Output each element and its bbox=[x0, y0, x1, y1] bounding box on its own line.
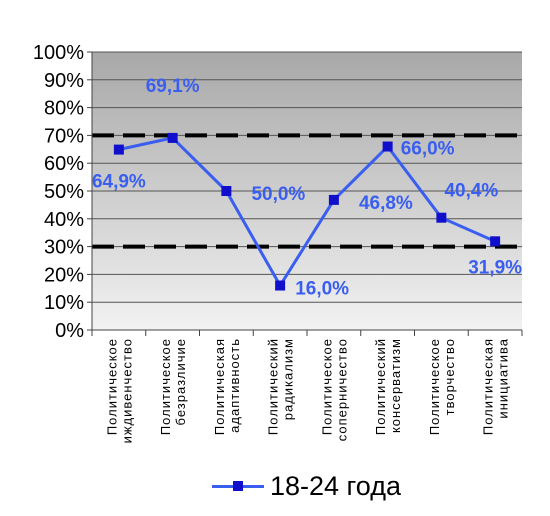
data-point bbox=[436, 212, 447, 223]
legend-label: 18-24 года bbox=[270, 470, 402, 501]
data-label: 16,0% bbox=[295, 279, 349, 300]
x-tick-label-line: иждивенчество bbox=[119, 338, 134, 443]
data-point bbox=[167, 132, 178, 143]
data-point bbox=[221, 186, 232, 196]
x-tick-label-line: безразличие bbox=[173, 338, 188, 425]
y-tick-label: 80% bbox=[44, 98, 84, 120]
y-tick-label: 0% bbox=[55, 320, 84, 342]
y-tick-label: 60% bbox=[44, 153, 84, 175]
x-tick-label-line: Политическое bbox=[427, 338, 442, 435]
x-tick-label-line: инициатива bbox=[496, 338, 511, 419]
data-point bbox=[275, 280, 286, 291]
data-point bbox=[328, 194, 339, 205]
x-tick-label-line: Политическое bbox=[104, 338, 119, 435]
data-label: 46,8% bbox=[359, 193, 413, 214]
y-tick-label: 40% bbox=[44, 209, 84, 231]
y-tick-label: 50% bbox=[44, 181, 84, 203]
x-tick-label-line: адаптивность bbox=[227, 338, 242, 433]
series-line bbox=[118, 136, 496, 288]
y-tick-label: 20% bbox=[44, 264, 84, 286]
data-point bbox=[113, 144, 124, 155]
x-tick-label-line: Политическая bbox=[212, 338, 227, 435]
x-tick-label: Политическое соперничество bbox=[319, 338, 349, 441]
data-point bbox=[490, 236, 501, 247]
y-tick-label: 30% bbox=[44, 237, 84, 259]
x-tick-label-line: соперничество bbox=[334, 338, 349, 441]
data-label: 50,0% bbox=[251, 184, 305, 205]
x-tick-label-line: Политическое bbox=[158, 338, 173, 435]
data-label: 31,9% bbox=[468, 257, 522, 278]
data-label: 64,9% bbox=[92, 172, 146, 193]
legend-line-marker-icon bbox=[212, 474, 264, 498]
x-tick-label: Политическая адаптивность bbox=[212, 338, 242, 435]
y-tick-label: 10% bbox=[44, 292, 84, 314]
x-tick-label: Политическое творчество bbox=[427, 338, 457, 435]
legend: 18-24 года bbox=[212, 466, 401, 506]
data-point bbox=[382, 141, 393, 152]
x-tick-label-line: Политическое bbox=[319, 338, 334, 435]
x-tick-label-line: Политический bbox=[373, 338, 388, 435]
y-tick-label: 100% bbox=[33, 42, 84, 64]
data-label: 40,4% bbox=[444, 181, 498, 202]
x-tick-label: Политический радикализм bbox=[266, 338, 296, 435]
y-tick-label: 70% bbox=[44, 125, 84, 147]
x-tick-label-line: Политический bbox=[266, 338, 281, 435]
x-tick-label: Политическое иждивенчество bbox=[104, 338, 134, 443]
data-label: 69,1% bbox=[146, 76, 200, 97]
x-tick-label: Политический консерватизм bbox=[373, 338, 403, 435]
x-tick-label: Политическое безразличие bbox=[158, 338, 188, 435]
x-tick-label-line: радикализм bbox=[281, 338, 296, 420]
x-tick-label-line: творчество bbox=[442, 338, 457, 415]
x-tick-label-line: консерватизм bbox=[388, 338, 403, 433]
y-tick-label: 90% bbox=[44, 70, 84, 92]
data-label: 66,0% bbox=[401, 139, 455, 160]
x-tick-label: Политическая инициатива bbox=[481, 338, 511, 435]
line-chart: 0% 10% 20% 30% 40% 50% 60% 70% 80% 90% 100% Полити… bbox=[33, 42, 523, 443]
x-tick-label-line: Политическая bbox=[481, 338, 496, 435]
